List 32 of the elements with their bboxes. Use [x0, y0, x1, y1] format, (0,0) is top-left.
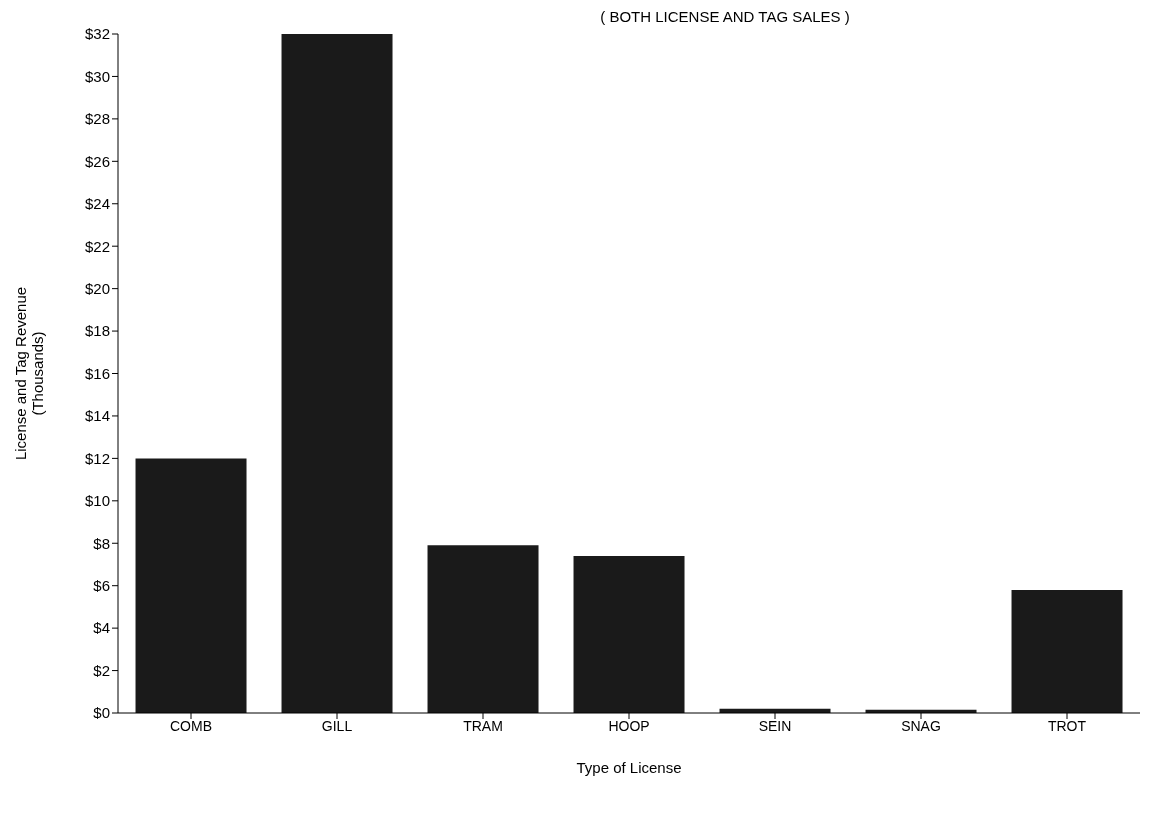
y-tick-label: $0: [93, 704, 110, 722]
x-tick-label: TRAM: [463, 717, 503, 734]
y-tick-label: $12: [84, 449, 110, 467]
y-tick-label: $18: [84, 322, 110, 340]
y-tick-label: $6: [93, 577, 110, 595]
x-tick-label: SEIN: [758, 717, 792, 734]
y-tick-label: $4: [93, 619, 110, 637]
y-tick-label: $30: [84, 67, 110, 85]
bar: [1011, 589, 1123, 713]
y-tick-label: $24: [84, 195, 110, 213]
chart-title: ( BOTH LICENSE AND TAG SALES ): [600, 8, 850, 25]
bar: [135, 458, 247, 713]
y-tick-label: $14: [84, 407, 110, 425]
y-tick-label: $16: [84, 364, 110, 382]
y-tick-label: $28: [84, 110, 110, 128]
y-tick-label: $22: [84, 237, 110, 255]
x-tick-label: GILL: [321, 717, 353, 734]
bar: [281, 34, 393, 713]
x-axis-title: Type of License: [576, 759, 682, 776]
y-axis-title: License and Tag Revenue (Thousands): [12, 286, 46, 461]
x-tick-label: SNAG: [901, 717, 941, 734]
y-tick-label: $10: [84, 492, 110, 510]
x-tick-label: TROT: [1047, 717, 1087, 734]
y-tick-label: $26: [84, 152, 110, 170]
bar: [573, 555, 685, 713]
y-tick-label: $8: [93, 534, 110, 552]
y-tick-label: $32: [84, 25, 110, 43]
bar: [427, 545, 539, 713]
x-tick-label: HOOP: [608, 717, 650, 734]
x-tick-label: COMB: [170, 717, 212, 734]
y-tick-label: $20: [84, 279, 110, 297]
y-tick-label: $2: [93, 661, 110, 679]
